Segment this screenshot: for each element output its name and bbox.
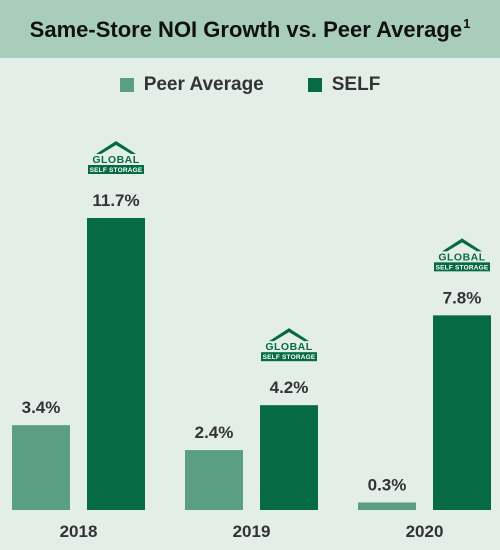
title-footnote: 1 [463,16,471,31]
legend-item-self: SELF [307,74,381,96]
x-tick-label: 2020 [406,522,444,541]
legend-label-self: SELF [331,74,381,95]
logo-roof-icon [96,141,136,154]
legend: Peer Average SELF [0,74,500,96]
legend-label-peer: Peer Average [143,74,264,95]
legend-item-peer: Peer Average [119,74,264,96]
logo-band [261,352,317,362]
data-label: 2.4% [195,423,234,442]
logo-text-global: GLOBAL [438,251,485,263]
data-label: 0.3% [368,476,407,495]
data-label: 11.7% [92,191,139,210]
logo-roof-icon [269,328,309,342]
logo-roof-icon [442,238,482,252]
logo-text-global: GLOBAL [265,341,312,353]
chart-title: Same-Store NOI Growth vs. Peer Average1 [0,0,500,58]
logo-text-self-storage: SELF STORAGE [436,264,489,271]
x-tick-label: 2019 [233,522,271,541]
data-label: 3.4% [22,398,61,417]
legend-swatch-self [307,78,322,92]
bar-self [87,218,145,510]
x-tick-label: 2018 [60,522,98,541]
legend-swatch-peer [119,78,134,92]
bar-peer-average [12,425,70,510]
logo-text-self-storage: SELF STORAGE [90,167,143,174]
bar-peer-average [358,502,416,510]
logo-band [434,262,490,272]
logo-text-self-storage: SELF STORAGE [263,354,316,361]
bar-self [433,315,491,510]
chart-title-text: Same-Store NOI Growth vs. Peer Average [29,17,463,42]
bar-peer-average [185,450,243,510]
bar-self [260,405,318,510]
logo-band [88,165,144,174]
logo-text-global: GLOBAL [92,154,139,166]
title-band [0,0,500,58]
data-label: 7.8% [443,288,482,307]
data-label: 4.2% [270,378,309,397]
